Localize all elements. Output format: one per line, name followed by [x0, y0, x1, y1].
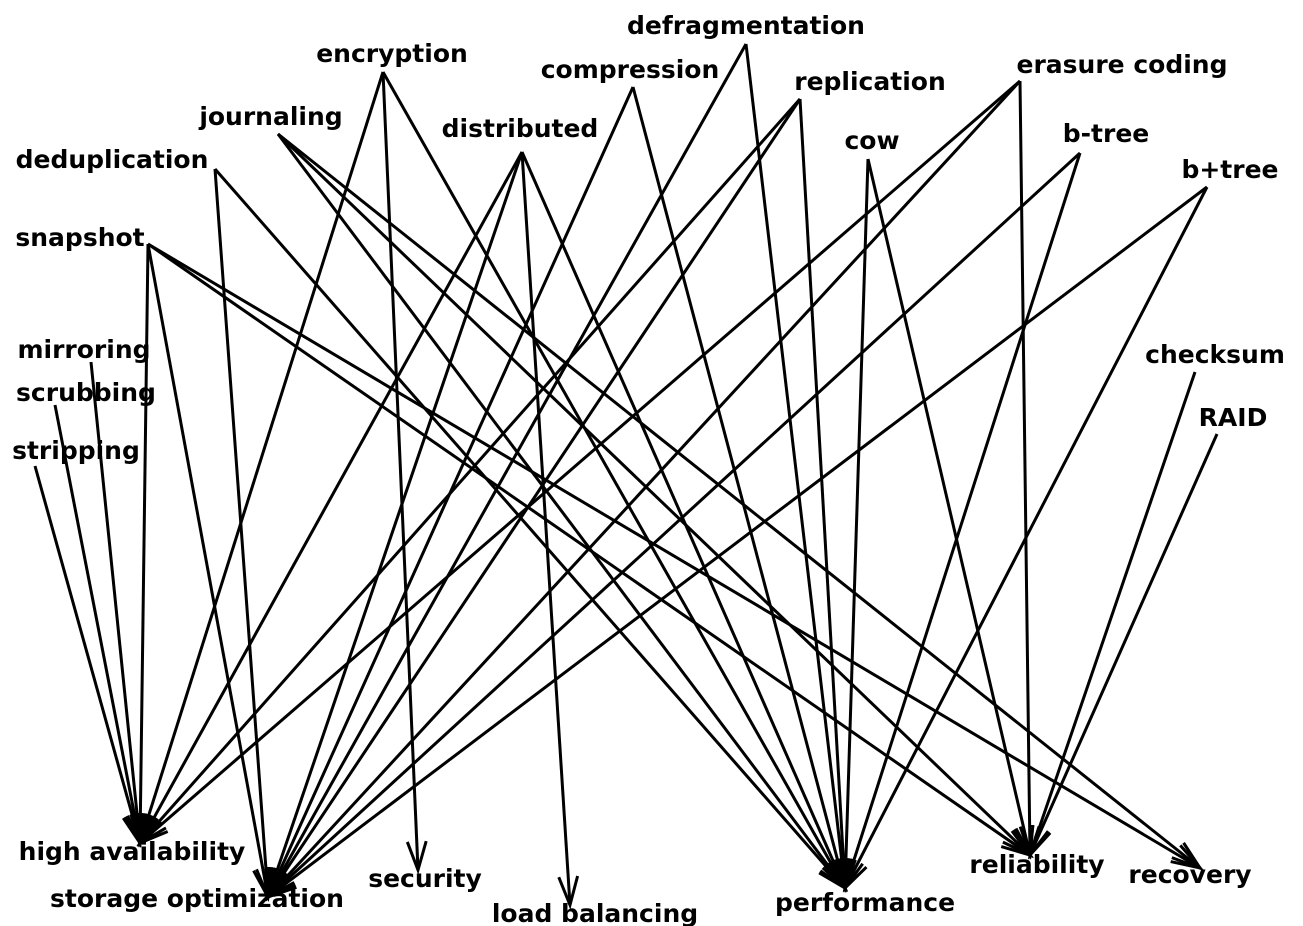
node-label-stripping: stripping — [12, 436, 140, 465]
edge-line — [1018, 80, 1032, 856]
node-label-snapshot: snapshot — [15, 223, 144, 252]
node-label-encryption: encryption — [316, 39, 468, 68]
node-label-raid: RAID — [1199, 403, 1268, 432]
node-label-btree: b-tree — [1063, 119, 1149, 148]
edge-line — [266, 151, 524, 898]
edge-line — [53, 404, 142, 844]
edge-cow-to-reliability — [866, 158, 1035, 860]
edge-checksum-to-reliability — [1028, 371, 1197, 860]
node-label-recovery: recovery — [1128, 860, 1251, 889]
edge-line — [139, 79, 1021, 845]
edge-deduplication-to-storage_optimization — [213, 168, 277, 902]
arrowhead — [1028, 824, 1052, 860]
edge-line — [213, 168, 847, 889]
edge-scrubbing-to-high_availability — [53, 404, 146, 848]
node-label-reliability: reliability — [969, 850, 1104, 879]
node-label-mirroring: mirroring — [17, 335, 150, 364]
edge-line — [520, 151, 572, 906]
edge-line — [147, 242, 1201, 870]
edge-line — [266, 98, 802, 898]
node-label-replication: replication — [794, 67, 946, 96]
edge-line — [138, 98, 802, 844]
edge-raid-to-reliability — [1028, 433, 1219, 860]
node-label-load-balancing: load balancing — [492, 899, 698, 926]
edge-line — [266, 79, 1022, 899]
node-label-cow: cow — [844, 126, 899, 155]
edge-line — [866, 158, 1032, 856]
edge-line — [798, 98, 847, 889]
edge-line — [843, 186, 1209, 889]
node-label-checksum: checksum — [1145, 340, 1285, 369]
edge-line — [33, 465, 142, 844]
node-label-compression: compression — [541, 55, 720, 84]
edge-snapshot-to-recovery — [147, 242, 1205, 871]
edge-line — [1028, 433, 1219, 856]
edge-line — [267, 185, 1208, 899]
edge-encryption-to-security — [381, 71, 428, 875]
edge-snapshot-to-storage_optimization — [146, 243, 274, 902]
node-label-deduplication: deduplication — [16, 145, 209, 174]
edge-line — [138, 151, 524, 844]
arrowhead — [405, 840, 428, 875]
node-label-security: security — [368, 864, 482, 893]
edge-line — [520, 151, 847, 889]
arrowhead — [122, 812, 143, 848]
edge-line — [138, 71, 385, 844]
node-label-high-availability: high availability — [19, 837, 246, 866]
edge-line — [147, 242, 1031, 857]
node-label-performance: performance — [775, 888, 955, 917]
edge-line — [213, 168, 270, 898]
edge-deduplication-to-performance — [213, 168, 849, 892]
edge-replication-to-performance — [798, 98, 855, 893]
edge-line — [138, 243, 150, 844]
edge-distributed-to-high_availability — [137, 151, 524, 848]
edge-distributed-to-performance — [520, 151, 847, 893]
edge-encryption-to-performance — [381, 71, 848, 893]
arrowhead — [557, 875, 580, 910]
node-label-defragmentation: defragmentation — [627, 11, 865, 40]
node-label-erasure-coding: erasure coding — [1017, 50, 1228, 79]
edges-layer — [33, 43, 1219, 910]
edge-line — [843, 158, 870, 889]
edge-line — [276, 133, 847, 889]
node-label-bplustree: b+tree — [1181, 155, 1278, 184]
arrowhead — [252, 867, 274, 902]
edge-line — [744, 43, 847, 889]
arrowhead — [818, 859, 849, 892]
edge-line — [1028, 371, 1197, 856]
edge-cow-to-performance — [835, 158, 870, 893]
edge-erasure_coding-to-high_availability — [136, 79, 1021, 847]
edge-distributed-to-load_balancing — [520, 151, 580, 910]
arrowhead — [1170, 844, 1205, 871]
edge-line — [381, 71, 420, 871]
edge-erasure_coding-to-storage_optimization — [264, 79, 1022, 901]
edge-line — [843, 152, 1082, 889]
node-label-distributed: distributed — [442, 114, 599, 143]
edge-line — [146, 243, 270, 898]
node-label-storage-optimization: storage optimization — [50, 884, 344, 913]
edge-distributed-to-storage_optimization — [266, 151, 524, 902]
edge-snapshot-to-high_availability — [129, 243, 152, 848]
edge-stripping-to-high_availability — [33, 465, 143, 848]
node-label-journaling: journaling — [198, 102, 342, 131]
labels-layer: defragmentation encryption compression repl… — [12, 11, 1285, 926]
edge-defragmentation-to-performance — [744, 43, 853, 893]
node-label-scrubbing: scrubbing — [16, 378, 156, 407]
edge-line — [381, 71, 847, 889]
edge-line — [266, 43, 748, 898]
edge-line — [631, 86, 847, 889]
edge-replication-to-storage_optimization — [265, 98, 802, 901]
edge-line — [276, 132, 1032, 857]
edge-btree-to-performance — [843, 152, 1082, 893]
edge-line — [89, 361, 142, 844]
edge-line — [277, 132, 1201, 870]
edge-line — [266, 151, 1082, 899]
edge-defragmentation-to-storage_optimization — [265, 43, 748, 902]
